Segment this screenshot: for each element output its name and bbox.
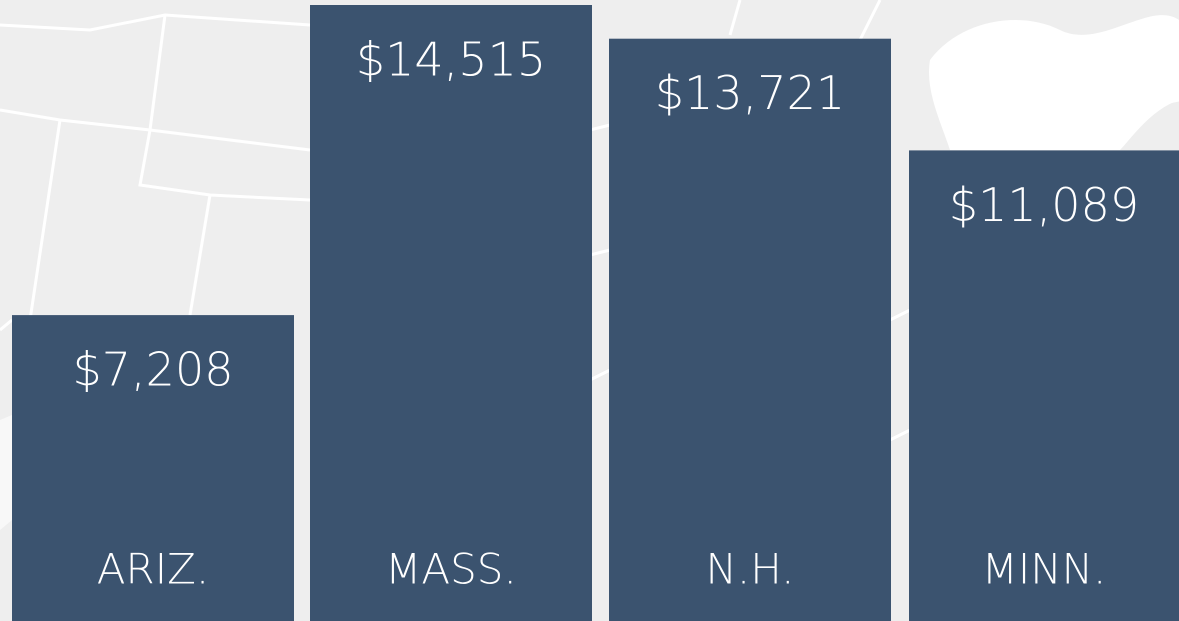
value-label: $7,208 xyxy=(73,343,234,397)
bar xyxy=(909,150,1179,621)
category-label: MINN. xyxy=(982,545,1107,594)
value-label: $13,721 xyxy=(655,66,845,120)
coast-shape xyxy=(0,415,12,530)
state-borders xyxy=(0,0,1179,442)
lakes-shape xyxy=(929,15,1179,150)
category-label: MASS. xyxy=(385,545,517,594)
category-label: N.H. xyxy=(706,545,795,594)
value-label: $14,515 xyxy=(356,33,546,87)
category-label: ARIZ. xyxy=(97,545,209,594)
bars: $7,208 ARIZ. $14,515 MASS. $13,721 N.H. $11,08… xyxy=(12,5,1179,621)
value-label: $11,089 xyxy=(949,178,1139,232)
bar xyxy=(310,5,592,621)
bar xyxy=(12,315,294,621)
bar xyxy=(609,38,891,621)
